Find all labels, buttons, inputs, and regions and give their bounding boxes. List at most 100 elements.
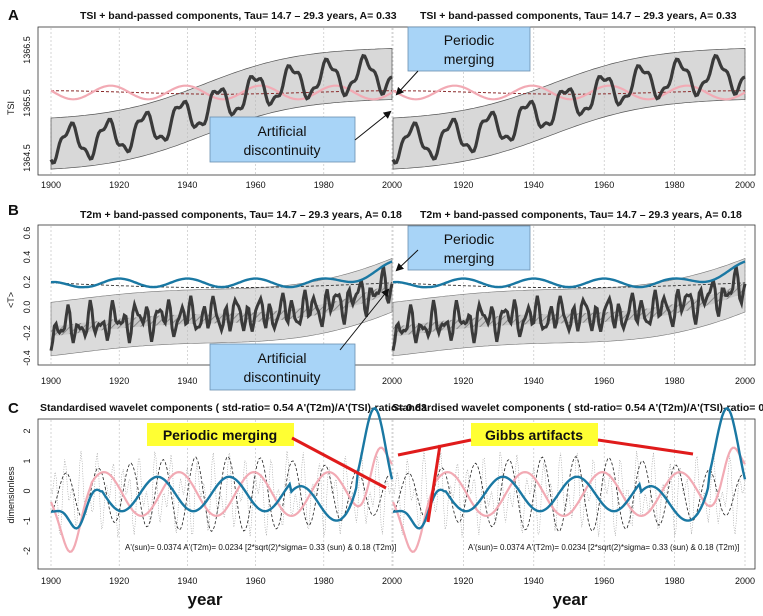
panel-c-label: C (8, 400, 19, 417)
x-tick-label: 1920 (109, 376, 129, 386)
high-frequency-component (392, 450, 746, 538)
t2m-band-passed-series (50, 260, 393, 289)
panel-b-title-right: T2m + band-passed components, Tau= 14.7 … (420, 209, 742, 221)
tsi-raw-series (49, 53, 393, 165)
panel-c-yticks: 2 1 0 -1 -2 (22, 428, 32, 555)
t2m-wavelet-component (50, 406, 394, 530)
x-tick-label: 2000 (382, 376, 402, 386)
envelope-band (50, 48, 393, 170)
x-tick-label: 1940 (524, 576, 544, 586)
x-tick-label: 1940 (177, 180, 197, 190)
panel-c-title-right: Standardised wavelet components ( std-ra… (392, 402, 763, 414)
ytick-a-2: 1365.5 (22, 89, 32, 117)
panel-c-footnote-right: A'(sun)= 0.0374 A'(T2m)= 0.0234 [2*sqrt(… (468, 543, 739, 552)
x-tick-label: 1980 (665, 576, 685, 586)
panel-a-title-left: TSI + band-passed components, Tau= 14.7 … (80, 10, 397, 22)
ytick-c-1: -2 (22, 547, 32, 555)
x-tick-label: 1940 (524, 180, 544, 190)
callout-text-line2: discontinuity (243, 142, 320, 158)
panel-b-yticks: 0.6 0.4 0.2 0.0 -0.2 -0.4 (22, 227, 32, 366)
panel-a-yticks: 1366.5 1365.5 1364.5 (22, 36, 32, 172)
tsi-band-passed-series (392, 84, 746, 101)
x-tick-label: 1900 (41, 376, 61, 386)
x-tick-label: 1980 (665, 180, 685, 190)
red-pointer-merging (291, 436, 387, 490)
x-tick-label: 2000 (735, 576, 755, 586)
x-tick-label: 1920 (453, 180, 473, 190)
panel-a-ylabel: TSI (6, 101, 16, 115)
callout-text-line2: merging (444, 51, 495, 67)
envelope-band (392, 48, 746, 170)
x-tick-label: 1960 (594, 180, 614, 190)
ytick-b-6: 0.6 (22, 227, 32, 240)
x-tick-label: 1920 (109, 576, 129, 586)
panel-c-ylabel: dimensionless (6, 466, 16, 524)
panel-b-label: B (8, 202, 19, 219)
ytick-b-3: 0.0 (22, 301, 32, 314)
highlight-text: Periodic merging (163, 427, 277, 443)
callout-periodic-merging-a: Periodic merging (407, 26, 531, 72)
x-tick-label: 1920 (453, 376, 473, 386)
trend-line (393, 90, 745, 95)
t2m-raw-series (391, 265, 747, 351)
x-tick-label: 1980 (314, 576, 334, 586)
highlight-text: Gibbs artifacts (485, 427, 583, 443)
x-tick-label: 1960 (246, 576, 266, 586)
highlight-gibbs-artifacts-c: Gibbs artifacts (471, 423, 598, 446)
envelope-band-inner (393, 282, 745, 337)
x-tick-label: 1900 (41, 576, 61, 586)
x-tick-label: 1920 (453, 576, 473, 586)
panel-b-frame (37, 224, 756, 366)
callout-text-line2: merging (444, 250, 495, 266)
x-tick-label: 1980 (314, 180, 334, 190)
x-tick-label: 1960 (594, 576, 614, 586)
ytick-b-1: -0.4 (22, 350, 32, 366)
ytick-b-2: -0.2 (22, 325, 32, 341)
arrow-discontinuity-b (339, 288, 390, 351)
t2m-band-passed-series (392, 260, 746, 289)
panel-c-plot (49, 406, 747, 553)
ytick-c-3: 0 (22, 488, 32, 493)
callout-artificial-discontinuity-a: Artificial discontinuity (209, 116, 356, 163)
x-tick-label: 1920 (109, 180, 129, 190)
panel-c-title-left: Standardised wavelet components ( std-ra… (40, 402, 427, 414)
ytick-c-2: -1 (22, 517, 32, 525)
ytick-b-5: 0.4 (22, 251, 32, 264)
red-pointer-gibbs-2 (426, 444, 442, 523)
ytick-c-5: 2 (22, 428, 32, 433)
panel-b-plot (49, 257, 747, 357)
t2m-wavelet-component (392, 406, 747, 530)
ytick-c-4: 1 (22, 458, 32, 463)
panel-c-footnote-left: A'(sun)= 0.0374 A'(T2m)= 0.0234 [2*sqrt(… (125, 543, 396, 552)
callout-text-line1: Periodic (444, 32, 495, 48)
x-tick-label: 1940 (524, 376, 544, 386)
callout-artificial-discontinuity-b: Artificial discontinuity (209, 343, 356, 391)
arrow-merging-a (395, 70, 419, 96)
x-tick-label: 1980 (665, 376, 685, 386)
callout-periodic-merging-b: Periodic merging (407, 225, 531, 271)
tsi-wavelet-component (391, 446, 746, 553)
red-pointer-gibbs-3 (597, 438, 694, 456)
x-tick-label: 1960 (594, 376, 614, 386)
x-tick-label: 1940 (177, 376, 197, 386)
tsi-raw-series (391, 53, 746, 165)
panel-a-label: A (8, 7, 19, 24)
envelope-band-inner (51, 282, 392, 337)
callout-text-line1: Artificial (257, 123, 306, 139)
panel-c-frame (37, 418, 756, 570)
callout-text-line2: discontinuity (243, 369, 320, 385)
x-tick-label: 2000 (382, 576, 402, 586)
ytick-b-4: 0.2 (22, 276, 32, 289)
x-tick-labels: 1900 1920 1940 1960 1980 2000 1920 1940 1960 1980… (41, 180, 755, 586)
x-tick-label: 2000 (382, 180, 402, 190)
x-tick-label: 2000 (735, 376, 755, 386)
red-pointer-gibbs-1 (397, 438, 472, 457)
tsi-wavelet-component (49, 446, 393, 553)
arrow-merging-b (395, 249, 419, 272)
panel-b-title-left: T2m + band-passed components, Tau= 14.7 … (80, 209, 402, 221)
x-axis-label-right: year (553, 590, 588, 609)
x-axis-label-left: year (188, 590, 223, 609)
panel-a-title-right: TSI + band-passed components, Tau= 14.7 … (420, 10, 737, 22)
panel-b-ylabel: <T> (6, 292, 16, 308)
